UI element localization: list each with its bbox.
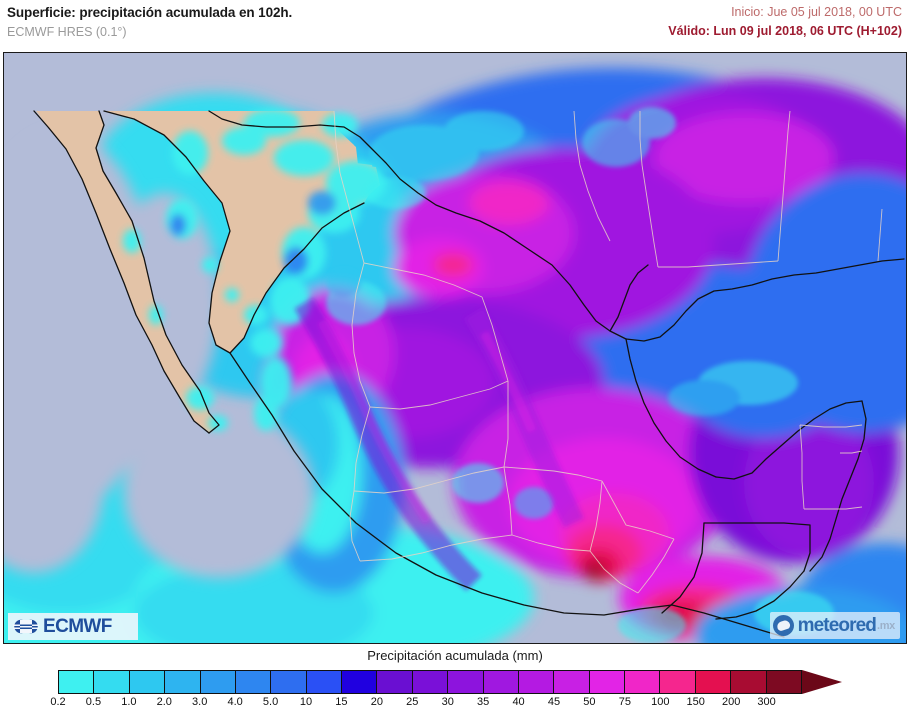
colorbar-tick-label: 300 <box>757 696 776 708</box>
ecmwf-mark-icon <box>13 619 39 634</box>
colorbar-swatch <box>235 671 272 693</box>
meteored-tld-text: .mx <box>876 619 895 632</box>
colorbar-swatch <box>660 671 696 693</box>
colorbar-tick-label: 3.0 <box>192 696 208 708</box>
meteored-logo[interactable]: meteored .mx <box>769 612 900 639</box>
meteored-cloud-icon <box>772 615 794 636</box>
colorbar-swatch <box>412 671 449 693</box>
colorbar-tick-label: 0.2 <box>50 696 66 708</box>
colorbar-tick-label: 2.0 <box>156 696 172 708</box>
colorbar-tick-label: 100 <box>651 696 670 708</box>
colorbar-swatch <box>695 671 732 693</box>
header-left: Superficie: precipitación acumulada en 1… <box>7 5 292 39</box>
init-time-label: Inicio: Jue 05 jul 2018, 00 UTC <box>731 5 902 19</box>
colorbar-tick-label: 40 <box>512 696 525 708</box>
colorbar-tick-label: 75 <box>618 696 631 708</box>
colorbar-tick-label: 50 <box>583 696 596 708</box>
valid-time-label: Válido: Lun 09 jul 2018, 06 UTC (H+102) <box>668 24 902 38</box>
colorbar-tick-label: 5.0 <box>262 696 279 708</box>
colorbar-swatch <box>554 671 590 693</box>
colorbar-tick-label: 4.0 <box>227 696 243 708</box>
colorbar-tick-label: 45 <box>547 696 561 708</box>
colorbar-swatch <box>589 671 625 693</box>
colorbar-swatch <box>200 671 236 693</box>
colorbar-tick-label: 25 <box>406 696 419 708</box>
map-container[interactable]: ECMWF meteored .mx <box>3 52 907 644</box>
colorbar-title: Precipitación acumulada (mm) <box>367 648 543 663</box>
colorbar-tick-label: 20 <box>370 696 383 708</box>
colorbar-tick-label: 0.5 <box>85 696 102 708</box>
colorbar-legend: Precipitación acumulada (mm) 0.2 0.5 1.0 2.… <box>0 648 910 710</box>
colorbar-tick-label: 35 <box>477 696 490 708</box>
colorbar-tick-label: 15 <box>335 696 348 708</box>
colorbar-swatch <box>766 671 801 693</box>
colorbar-swatch <box>483 671 519 693</box>
colorbar-swatch <box>518 671 555 693</box>
colorbar-swatch <box>59 671 95 693</box>
meteored-logo-text: meteored <box>797 615 877 636</box>
colorbar-tick-label: 30 <box>441 696 454 708</box>
colorbar <box>58 670 858 694</box>
colorbar-swatch <box>165 671 201 693</box>
page-title: Superficie: precipitación acumulada en 1… <box>7 5 293 20</box>
colorbar-swatch <box>271 671 307 693</box>
ecmwf-logo: ECMWF <box>8 613 138 640</box>
colorbar-swatches <box>58 670 802 694</box>
colorbar-swatch <box>731 671 767 693</box>
colorbar-swatch <box>342 671 378 693</box>
colorbar-swatch <box>306 671 342 693</box>
colorbar-tick-label: 150 <box>686 696 705 708</box>
colorbar-ticks: 0.2 0.5 1.0 2.0 3.0 4.0 5.0 10 15 20 25 30 35 40 45 50 7… <box>0 696 910 710</box>
model-label: ECMWF HRES (0.1°) <box>7 25 127 39</box>
colorbar-swatch <box>94 671 130 693</box>
colorbar-tick-label: 1.0 <box>121 696 137 708</box>
colorbar-tick-label: 10 <box>299 696 313 708</box>
header-right: Inicio: Jue 05 jul 2018, 00 UTC Válido: … <box>668 5 902 38</box>
colorbar-swatch <box>625 671 661 693</box>
colorbar-swatch <box>448 671 484 693</box>
colorbar-extend-arrow <box>802 670 842 694</box>
colorbar-swatch <box>129 671 166 693</box>
ecmwf-logo-text: ECMWF <box>43 616 112 637</box>
colorbar-tick-label: 200 <box>721 696 741 708</box>
header: Superficie: precipitación acumulada en 1… <box>0 0 910 50</box>
precipitation-raster <box>4 53 906 643</box>
colorbar-swatch <box>377 671 413 693</box>
